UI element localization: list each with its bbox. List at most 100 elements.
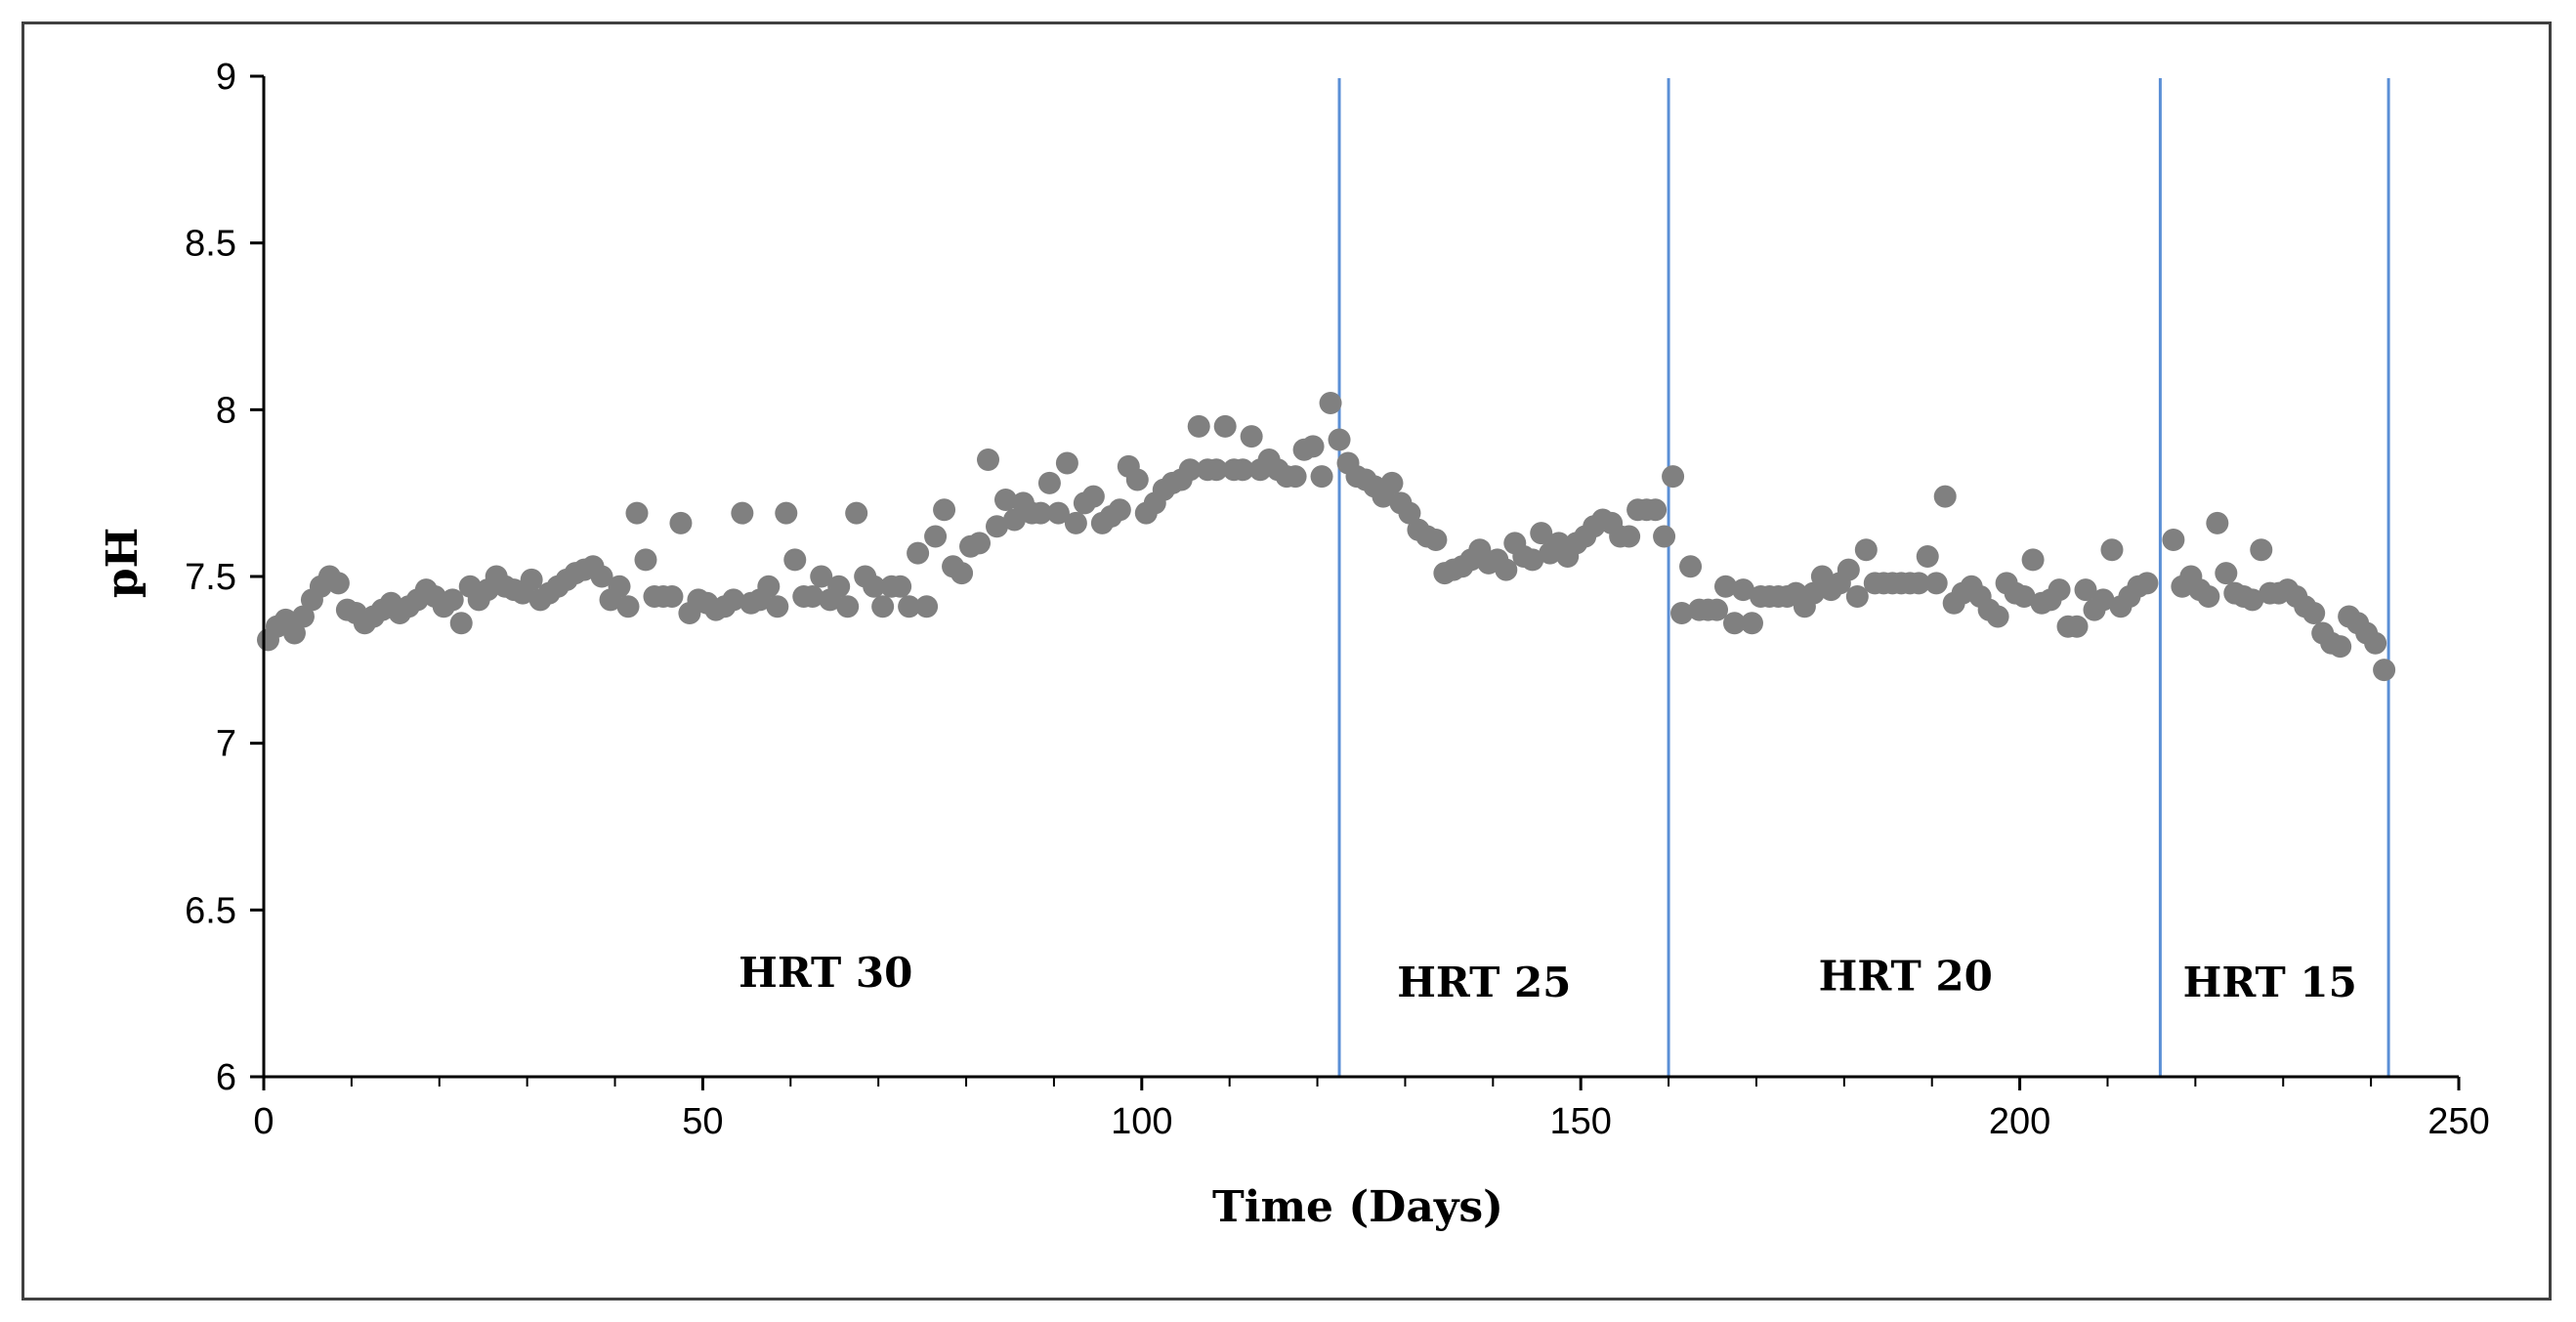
y-tick-label: 7.5 bbox=[185, 557, 236, 598]
data-point bbox=[863, 575, 886, 598]
data-point bbox=[1916, 545, 1939, 569]
data-point bbox=[441, 588, 464, 612]
data-point bbox=[1046, 501, 1070, 525]
data-point bbox=[2241, 588, 2264, 612]
data-point bbox=[871, 595, 895, 618]
data-point bbox=[1706, 598, 1729, 621]
data-point bbox=[2329, 635, 2352, 659]
data-point bbox=[608, 575, 631, 598]
data-point bbox=[2162, 528, 2185, 551]
data-point bbox=[634, 548, 657, 572]
phase-boundary-lines bbox=[1337, 78, 2390, 1077]
data-point bbox=[1187, 414, 1210, 438]
data-point bbox=[1037, 471, 1061, 494]
x-tick-label: 150 bbox=[1549, 1101, 1611, 1142]
data-point bbox=[616, 595, 640, 618]
y-tick-label: 8 bbox=[216, 390, 236, 431]
y-tick-label: 6 bbox=[216, 1057, 236, 1098]
data-point bbox=[1240, 425, 1263, 448]
data-point bbox=[291, 605, 315, 628]
data-points bbox=[256, 392, 2396, 682]
data-point bbox=[889, 575, 912, 598]
data-point bbox=[1204, 458, 1228, 482]
data-point bbox=[2364, 631, 2387, 655]
data-point bbox=[1108, 498, 1131, 522]
data-point bbox=[783, 548, 807, 572]
data-point bbox=[2302, 602, 2326, 625]
chart-frame bbox=[21, 21, 2552, 1301]
x-axis-title: Time (Days) bbox=[1212, 1182, 1503, 1232]
data-point bbox=[845, 501, 868, 525]
data-point bbox=[766, 595, 789, 618]
y-tick-label: 8.5 bbox=[185, 224, 236, 265]
data-point bbox=[2065, 615, 2089, 638]
data-point bbox=[898, 595, 921, 618]
data-point bbox=[1530, 522, 1553, 545]
data-point bbox=[2197, 584, 2220, 608]
data-point bbox=[968, 532, 992, 555]
axis-ticks bbox=[250, 74, 2461, 1090]
axis-tick-labels: 6 6.5 7 7.5 8 8.5 9 0 50 100 150 200 250 bbox=[185, 57, 2490, 1142]
y-tick-label: 9 bbox=[216, 57, 236, 98]
data-point bbox=[2100, 538, 2124, 562]
data-point bbox=[1845, 584, 1869, 608]
data-point bbox=[2206, 511, 2229, 534]
data-point bbox=[1424, 528, 1448, 551]
data-point bbox=[1986, 605, 2009, 628]
data-point bbox=[915, 595, 939, 618]
x-tick-label: 250 bbox=[2428, 1101, 2489, 1142]
data-point bbox=[1662, 465, 1685, 489]
data-point bbox=[625, 501, 649, 525]
data-point bbox=[1731, 578, 1754, 602]
data-point bbox=[2215, 562, 2238, 585]
data-point bbox=[2250, 538, 2273, 562]
data-point bbox=[836, 595, 860, 618]
data-point bbox=[1055, 451, 1078, 475]
phase-annotation: HRT 25 bbox=[1397, 959, 1571, 1006]
phase-annotation: HRT 20 bbox=[1819, 952, 1993, 1000]
y-tick-label: 7 bbox=[216, 724, 236, 765]
data-point bbox=[1231, 458, 1254, 482]
y-tick-label: 6.5 bbox=[185, 890, 236, 931]
data-point bbox=[1064, 511, 1087, 534]
x-tick-label: 200 bbox=[1989, 1101, 2050, 1142]
data-point bbox=[1029, 501, 1052, 525]
data-point bbox=[993, 488, 1017, 511]
data-point bbox=[1125, 468, 1149, 491]
data-point bbox=[1679, 555, 1703, 578]
data-point bbox=[2048, 578, 2071, 602]
data-point bbox=[924, 525, 948, 548]
data-point bbox=[1644, 498, 1668, 522]
data-point bbox=[907, 541, 930, 565]
data-point bbox=[1213, 414, 1237, 438]
data-point bbox=[950, 562, 974, 585]
data-point bbox=[2135, 572, 2159, 595]
data-point bbox=[985, 515, 1008, 538]
data-point bbox=[1907, 572, 1930, 595]
data-point bbox=[1714, 575, 1738, 598]
data-point bbox=[326, 572, 350, 595]
x-tick-label: 0 bbox=[253, 1101, 274, 1142]
data-point bbox=[1081, 485, 1105, 508]
data-point bbox=[1670, 602, 1694, 625]
data-point bbox=[810, 565, 833, 588]
data-point bbox=[1178, 458, 1202, 482]
data-point bbox=[977, 448, 1000, 472]
data-point bbox=[520, 568, 543, 591]
data-point bbox=[1328, 428, 1351, 451]
data-point bbox=[1933, 485, 1957, 508]
data-point bbox=[590, 565, 613, 588]
data-point bbox=[1398, 501, 1421, 525]
data-point bbox=[1319, 392, 1342, 415]
phase-annotation: HRT 30 bbox=[739, 949, 912, 997]
phase-annotations: HRT 30 HRT 25 HRT 20 HRT 15 bbox=[739, 949, 2357, 1006]
data-point bbox=[1380, 471, 1404, 494]
data-point bbox=[660, 584, 684, 608]
data-point bbox=[1521, 548, 1544, 572]
data-point bbox=[2091, 588, 2115, 612]
data-point bbox=[449, 612, 473, 635]
x-tick-label: 100 bbox=[1111, 1101, 1172, 1142]
data-point bbox=[1722, 612, 1746, 635]
data-point bbox=[2021, 548, 2045, 572]
